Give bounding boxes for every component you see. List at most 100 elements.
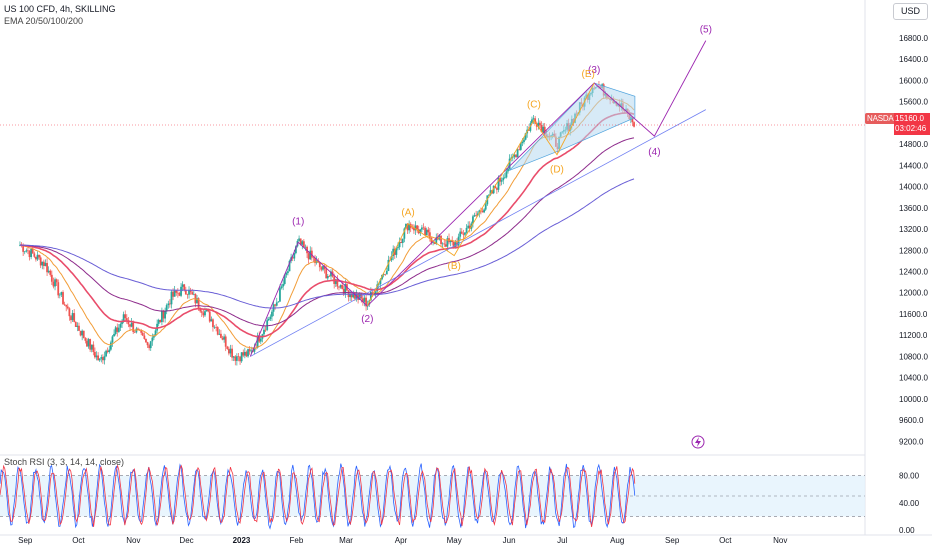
candle-body (374, 291, 377, 296)
candle-body (456, 242, 458, 246)
candle-body (428, 232, 431, 238)
candle-body (44, 262, 47, 266)
last-price: 15160.0 (895, 114, 924, 123)
candle-body (253, 347, 256, 352)
candle-body (633, 122, 635, 127)
candle-body (153, 335, 155, 338)
candle-body (140, 330, 143, 333)
candle-body (28, 250, 31, 258)
price-tick-label: 11600.0 (899, 310, 928, 319)
candle-body (328, 275, 331, 277)
chart-title: US 100 CFD, 4h, SKILLING (4, 4, 116, 14)
ema50-line (20, 112, 635, 338)
candle-body (542, 126, 545, 133)
wave-label: (2) (361, 314, 373, 325)
currency-button[interactable]: USD (893, 3, 928, 20)
candle-body (452, 242, 455, 248)
candle-body (178, 292, 181, 296)
candle-body (513, 154, 516, 157)
candle-body (58, 294, 61, 296)
candle-body (288, 260, 291, 272)
candle-body (459, 231, 462, 237)
candle-body (79, 330, 82, 336)
candle-body (275, 302, 278, 306)
candle-body (89, 339, 92, 350)
candle-body (304, 246, 307, 248)
candle-body (235, 356, 238, 361)
time-tick-label: Nov (773, 536, 787, 545)
candle-body (221, 337, 224, 340)
candle-body (484, 204, 487, 210)
candle-body (365, 297, 367, 307)
candle-body (269, 316, 272, 320)
candle-body (38, 254, 40, 258)
candle-body (443, 243, 446, 245)
ema100-line (20, 137, 635, 327)
candle-body (282, 283, 285, 287)
candle-body (338, 286, 340, 288)
candle-body (424, 227, 426, 236)
candle-body (478, 210, 481, 214)
candle-body (256, 335, 259, 348)
candle-body (271, 311, 273, 317)
stoch-tick-label: 40.00 (899, 499, 920, 508)
candle-body (449, 240, 452, 243)
candle-body (406, 223, 409, 231)
price-tick-label: 9600.0 (899, 416, 924, 425)
candle-body (502, 177, 505, 181)
candle-body (223, 336, 226, 340)
wave-label: (3) (588, 65, 600, 76)
candle-body (307, 253, 310, 260)
candle-body (524, 133, 527, 140)
candle-body (240, 352, 243, 362)
candle-body (301, 241, 304, 245)
candle-body (76, 325, 79, 327)
candle-body (200, 311, 203, 313)
price-tick-label: 12400.0 (899, 268, 928, 277)
candle-body (377, 284, 380, 285)
candle-body (397, 247, 399, 249)
candle-body (186, 294, 189, 295)
candle-body (154, 330, 157, 336)
candle-body (440, 235, 442, 245)
bar-countdown: 03:02:46 (895, 124, 927, 133)
abcde-wave-path (366, 82, 595, 307)
candle-body (25, 250, 28, 252)
candle-body (314, 258, 316, 263)
candle-body (361, 298, 364, 302)
candle-body (264, 329, 267, 331)
candle-body (419, 229, 422, 234)
candle-body (464, 232, 466, 235)
candle-body (352, 292, 355, 298)
sub-wave-label: (C) (527, 100, 541, 111)
candle-body (441, 243, 444, 245)
candle-body (505, 171, 508, 178)
candle-body (462, 233, 465, 235)
candle-body (205, 309, 208, 312)
candle-body (385, 270, 388, 275)
time-tick-label: Sep (665, 536, 680, 545)
price-tick-label: 14400.0 (899, 161, 928, 170)
candle-body (23, 251, 26, 253)
candle-body (216, 327, 219, 335)
candle-body (521, 141, 524, 144)
candle-body (344, 284, 347, 294)
candle-body (497, 177, 500, 190)
candle-body (266, 320, 269, 330)
candle-body (280, 286, 283, 289)
candle-body (39, 257, 42, 266)
candle-body (141, 332, 144, 336)
candle-body (208, 311, 211, 322)
candle-body (71, 313, 74, 321)
candle-body (170, 291, 173, 305)
candle-body (127, 320, 130, 325)
candle-body (279, 288, 281, 302)
candle-body (22, 245, 25, 252)
candle-body (165, 305, 168, 312)
wave-label: (1) (292, 216, 304, 227)
price-tick-label: 14800.0 (899, 140, 928, 149)
candle-body (422, 227, 425, 229)
candle-body (151, 337, 154, 342)
